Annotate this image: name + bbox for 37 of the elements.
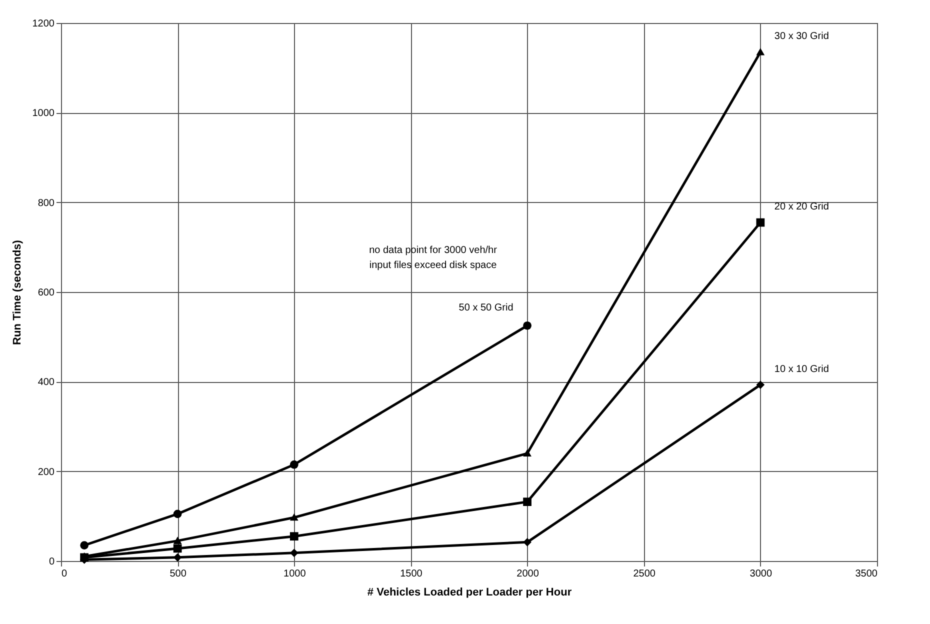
y-tick-label: 800 [38, 198, 55, 209]
point [173, 553, 182, 562]
point [290, 532, 298, 541]
x-tick-label: 500 [170, 568, 187, 580]
y-tick-label: 200 [38, 466, 55, 478]
series-label: 10 x 10 Grid [774, 364, 829, 375]
point [173, 544, 182, 553]
point [290, 548, 298, 558]
y-tick-label: 1000 [32, 108, 55, 120]
x-tick-label: 1000 [284, 568, 306, 580]
series-label: 20 x 20 Grid [774, 202, 829, 213]
point [523, 321, 532, 330]
y-axis-title: Run Time (seconds) [11, 240, 24, 345]
y-tick-label: 1200 [32, 18, 55, 30]
point [523, 449, 532, 457]
point [756, 380, 765, 389]
x-tick-label: 3500 [855, 568, 878, 580]
y-tick-label: 600 [38, 288, 55, 298]
point [523, 498, 532, 506]
y-tick-label: 0 [48, 556, 55, 568]
y-tick-label: 400 [38, 377, 55, 388]
x-tick-label: 1500 [400, 568, 423, 580]
point [80, 541, 88, 550]
point [290, 460, 298, 469]
point [756, 218, 765, 227]
x-tick-label: 2000 [516, 568, 540, 580]
series-label: 30 x 30 Grid [774, 31, 829, 42]
point [523, 538, 532, 546]
series-label: 50 x 50 Grid [458, 302, 514, 314]
x-tick-label: 3000 [750, 568, 772, 580]
point [756, 48, 765, 56]
x-tick-label: 0 [62, 568, 68, 580]
point [173, 536, 182, 544]
x-axis-title: # Vehicles Loaded per Loader per Hour [367, 586, 572, 598]
point [290, 513, 298, 521]
point [173, 510, 182, 518]
x-tick-label: 2500 [633, 568, 656, 580]
